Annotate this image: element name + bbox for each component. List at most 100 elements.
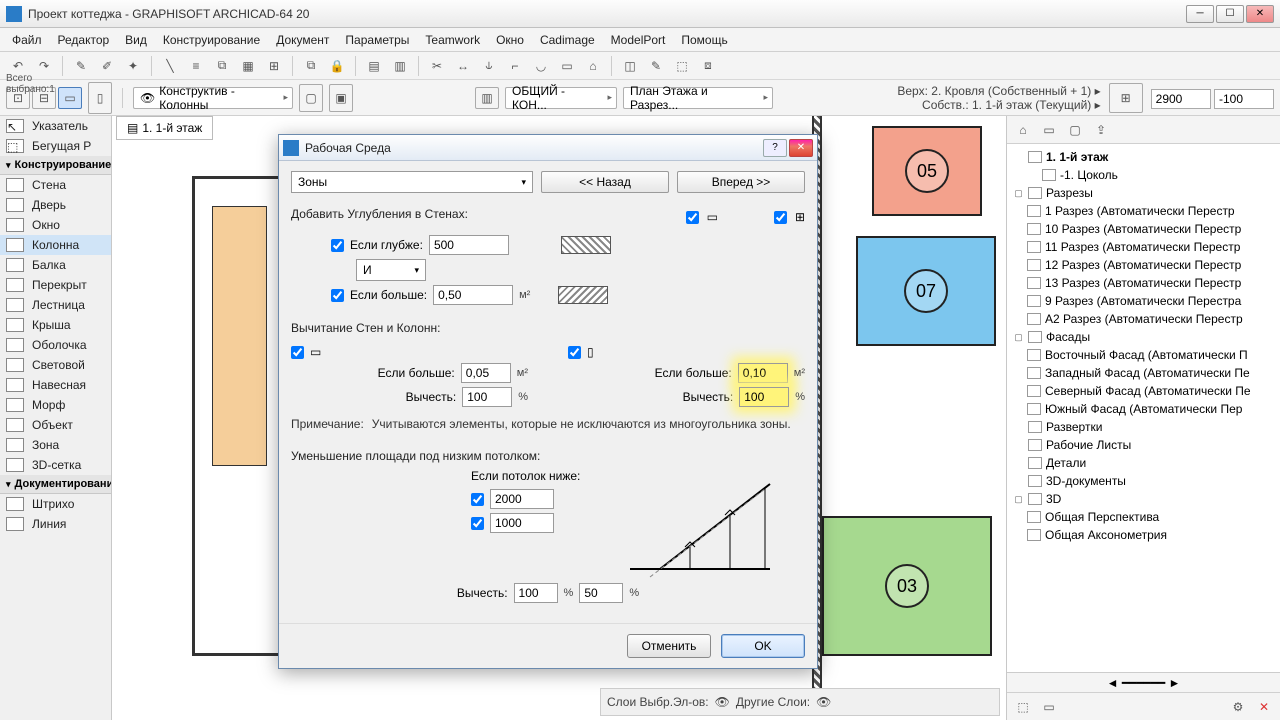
tree-root[interactable]: 1. 1-й этаж <box>1009 148 1278 166</box>
nav-pub-icon[interactable]: ⇪ <box>1089 119 1113 141</box>
tree-item[interactable]: Южный Фасад (Автоматически Пер <box>1009 400 1278 418</box>
m5-icon[interactable]: ◡ <box>529 55 553 77</box>
col-subtract-input[interactable] <box>739 387 789 407</box>
m6-icon[interactable]: ▭ <box>555 55 579 77</box>
recess-chk1[interactable] <box>686 211 699 224</box>
story-icon[interactable]: ⊞ <box>1109 83 1143 113</box>
navigator-tree[interactable]: 1. 1-й этаж -1. Цоколь ▢Разрезы 1 Разрез… <box>1007 144 1280 672</box>
tree-item[interactable]: 11 Разрез (Автоматически Перестр <box>1009 238 1278 256</box>
tree-item[interactable]: 3D-документы <box>1009 472 1278 490</box>
grid-icon[interactable]: ▦ <box>236 55 260 77</box>
tool-curtainwall[interactable]: Навесная <box>0 375 111 395</box>
view-tab[interactable]: ▤1. 1-й этаж <box>116 116 213 140</box>
tree-item[interactable]: ▢Разрезы <box>1009 184 1278 202</box>
nav-home-icon[interactable]: ⌂ <box>1011 119 1035 141</box>
m11-icon[interactable]: ⧈ <box>696 55 720 77</box>
tool-beam[interactable]: Балка <box>0 255 111 275</box>
ceil2-chk[interactable] <box>471 517 484 530</box>
tool-group-document[interactable]: Документирование <box>0 475 111 494</box>
tree-item[interactable]: 13 Разрез (Автоматически Перестр <box>1009 274 1278 292</box>
larger-input[interactable] <box>433 285 513 305</box>
geom-icon[interactable]: ▯ <box>88 82 112 114</box>
tree-item[interactable]: ▢3D <box>1009 490 1278 508</box>
ceil2-input[interactable] <box>490 513 554 533</box>
ceil1-input[interactable] <box>490 489 554 509</box>
tool-slab[interactable]: Перекрыт <box>0 275 111 295</box>
nav-delete-icon[interactable]: ✕ <box>1252 696 1276 718</box>
wall-sub-chk[interactable] <box>291 346 304 359</box>
menu-window[interactable]: Окно <box>488 30 532 50</box>
nav-views-icon[interactable]: ▭ <box>1037 119 1061 141</box>
tool-mesh[interactable]: 3D-сетка <box>0 455 111 475</box>
layer-combo[interactable]: 👁Конструктив - Колонны <box>133 87 293 109</box>
tree-item[interactable]: 9 Разрез (Автоматически Перестра <box>1009 292 1278 310</box>
nav-f2-icon[interactable]: ▭ <box>1037 696 1061 718</box>
tree-item[interactable]: Общая Перспектива <box>1009 508 1278 526</box>
tree-item[interactable]: Общая Аксонометрия <box>1009 526 1278 544</box>
m3-icon[interactable]: ⫝ <box>477 55 501 77</box>
guide1-icon[interactable]: ╲ <box>158 55 182 77</box>
plan-combo[interactable]: План Этажа и Разрез... <box>623 87 773 109</box>
tool-stair[interactable]: Лестница <box>0 295 111 315</box>
menu-edit[interactable]: Редактор <box>50 30 118 50</box>
dialog-help-button[interactable]: ? <box>763 139 787 157</box>
ceil1-chk[interactable] <box>471 493 484 506</box>
tree-item[interactable]: 10 Разрез (Автоматически Перестр <box>1009 220 1278 238</box>
ceil-sub2-input[interactable] <box>579 583 623 603</box>
deeper-input[interactable] <box>429 235 509 255</box>
tree-item[interactable]: Восточный Фасад (Автоматически П <box>1009 346 1278 364</box>
m1-icon[interactable]: ✂ <box>425 55 449 77</box>
close-button[interactable]: ✕ <box>1246 5 1274 23</box>
menu-file[interactable]: Файл <box>4 30 50 50</box>
tool-door[interactable]: Дверь <box>0 195 111 215</box>
m8-icon[interactable]: ◫ <box>618 55 642 77</box>
tool-column[interactable]: Колонна <box>0 235 111 255</box>
menu-modelport[interactable]: ModelPort <box>603 30 674 50</box>
inject-icon[interactable]: ✐ <box>95 55 119 77</box>
back-button[interactable]: << Назад <box>541 171 669 193</box>
and-or-combo[interactable]: И <box>356 259 426 281</box>
cancel-button[interactable]: Отменить <box>627 634 711 658</box>
height-bottom-input[interactable] <box>1214 89 1274 109</box>
trace-icon[interactable]: ▤ <box>362 55 386 77</box>
tree-item[interactable]: Детали <box>1009 454 1278 472</box>
lock-icon[interactable]: 🔒 <box>325 55 349 77</box>
tool-morph[interactable]: Морф <box>0 395 111 415</box>
status-eye-icon[interactable]: 👁 <box>715 695 730 709</box>
m4-icon[interactable]: ⌐ <box>503 55 527 77</box>
m2-icon[interactable]: ↔ <box>451 55 475 77</box>
minimize-button[interactable]: ─ <box>1186 5 1214 23</box>
tree-item[interactable]: Рабочие Листы <box>1009 436 1278 454</box>
tree-item[interactable]: ▢Фасады <box>1009 328 1278 346</box>
view-combo[interactable]: ОБЩИЙ - КОН... <box>505 87 617 109</box>
tool-roof[interactable]: Крыша <box>0 315 111 335</box>
tool-group-design[interactable]: Конструирование <box>0 156 111 175</box>
h-scrollbar[interactable]: ◄ ━━━━━━ ► <box>1007 672 1280 692</box>
m10-icon[interactable]: ⬚ <box>670 55 694 77</box>
status-eye2-icon[interactable]: 👁 <box>816 695 831 709</box>
tool-fill[interactable]: Штрихо <box>0 494 111 514</box>
col-profile-icon[interactable]: ▢ <box>299 84 323 112</box>
tool-pointer[interactable]: ↖Указатель <box>0 116 111 136</box>
forward-button[interactable]: Вперед >> <box>677 171 805 193</box>
guide3-icon[interactable]: ⧉ <box>210 55 234 77</box>
tree-item[interactable]: 12 Разрез (Автоматически Перестр <box>1009 256 1278 274</box>
tree-item[interactable]: -1. Цоколь <box>1009 166 1278 184</box>
trace2-icon[interactable]: ▥ <box>388 55 412 77</box>
wall-ifmore-input[interactable] <box>461 363 511 383</box>
menu-document[interactable]: Документ <box>268 30 337 50</box>
menu-options[interactable]: Параметры <box>337 30 417 50</box>
deeper-chk[interactable] <box>331 239 344 252</box>
copy-icon[interactable]: ⧉ <box>299 55 323 77</box>
tree-item[interactable]: Западный Фасад (Автоматически Пе <box>1009 364 1278 382</box>
tool-skylight[interactable]: Световой <box>0 355 111 375</box>
floorlink-icon[interactable]: ▥ <box>475 87 499 109</box>
dialog-close-button[interactable]: ✕ <box>789 139 813 157</box>
nav-f3-icon[interactable]: ⚙ <box>1226 696 1250 718</box>
tree-item[interactable]: Развертки <box>1009 418 1278 436</box>
m7-icon[interactable]: ⌂ <box>581 55 605 77</box>
category-combo[interactable]: Зоны <box>291 171 533 193</box>
wall-subtract-input[interactable] <box>462 387 512 407</box>
tool-object[interactable]: Объект <box>0 415 111 435</box>
tool-window[interactable]: Окно <box>0 215 111 235</box>
